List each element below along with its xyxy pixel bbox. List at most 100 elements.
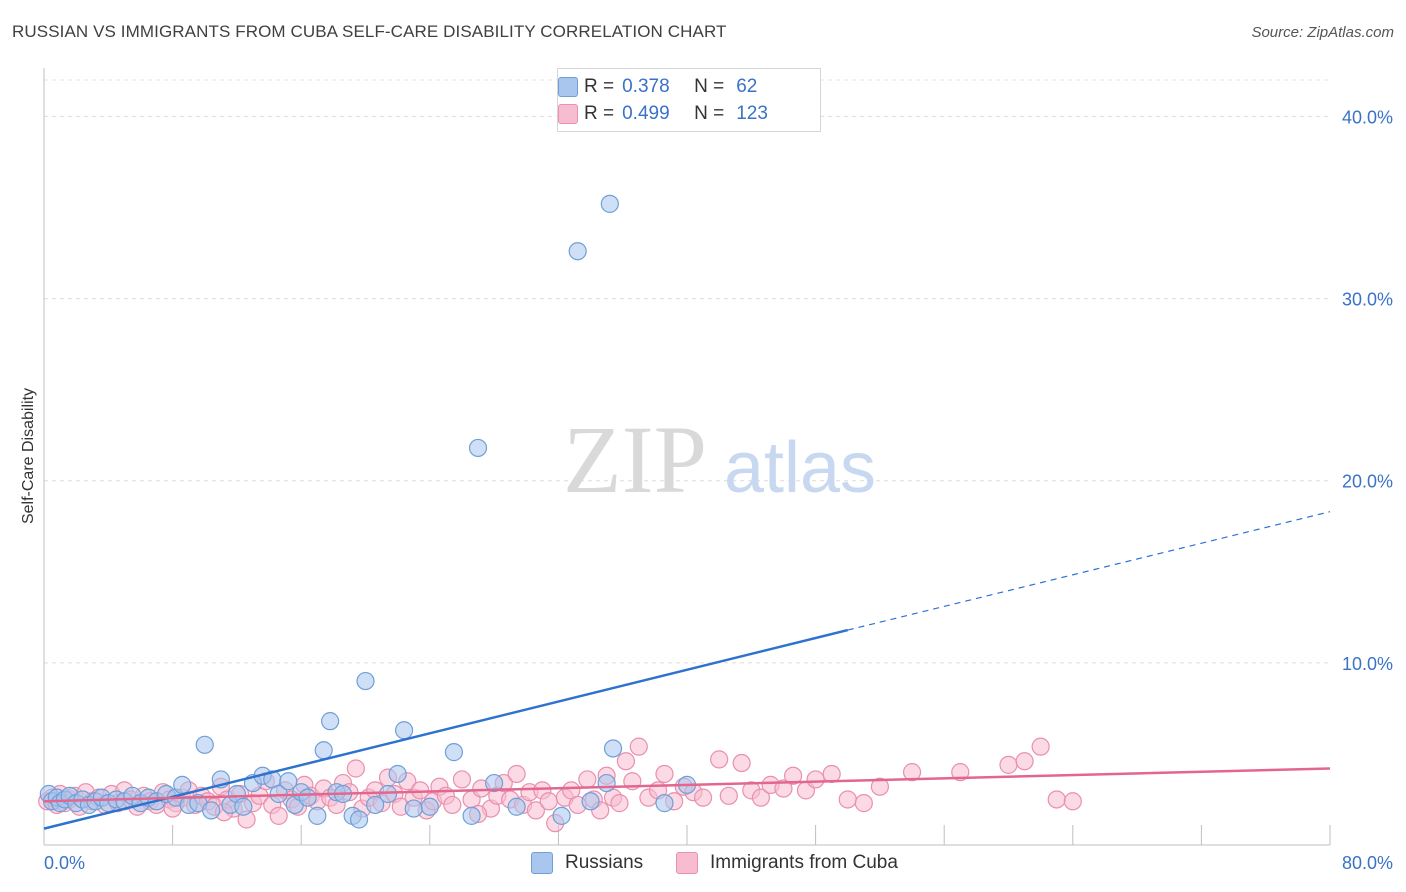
x-tick-label: 80.0% xyxy=(1342,853,1393,873)
n-label: N = xyxy=(694,76,725,97)
data-point xyxy=(173,775,192,794)
data-point xyxy=(902,763,922,782)
data-point xyxy=(806,770,825,789)
data-point xyxy=(443,795,462,815)
y-tick-label: 40.0% xyxy=(1342,107,1393,127)
data-point xyxy=(693,788,713,807)
r-value: 0.499 xyxy=(622,103,670,124)
data-point xyxy=(444,743,464,762)
data-point xyxy=(485,773,504,793)
legend-item-russians[interactable]: Russians xyxy=(531,852,643,874)
legend-row-russians: R = 0.378 N = 62 xyxy=(558,75,758,99)
russians-legend-swatch xyxy=(531,852,553,874)
data-point xyxy=(870,777,890,796)
legend-row-cuba: R = 0.499 N = 123 xyxy=(558,102,768,126)
data-point xyxy=(774,779,793,798)
data-point xyxy=(1015,752,1034,771)
russians-trend-extension xyxy=(847,511,1331,631)
data-point xyxy=(507,764,526,784)
axes xyxy=(43,68,1331,846)
data-point xyxy=(321,712,340,731)
data-point xyxy=(568,242,587,261)
data-point xyxy=(751,788,771,807)
y-tick-label: 30.0% xyxy=(1342,290,1393,310)
russians-swatch xyxy=(558,77,578,97)
data-point xyxy=(539,792,558,811)
r-label: R = xyxy=(584,103,615,124)
y-tick-label: 20.0% xyxy=(1342,472,1393,492)
data-point xyxy=(356,671,375,691)
data-point xyxy=(951,763,970,782)
watermark-zip: ZIP xyxy=(563,406,707,513)
trend-lines xyxy=(43,511,1331,830)
legend-item-cuba[interactable]: Immigrants from Cuba xyxy=(676,852,898,874)
r-label: R = xyxy=(584,76,615,97)
data-point xyxy=(552,806,571,825)
data-point xyxy=(783,766,803,785)
data-point xyxy=(269,806,288,825)
data-point xyxy=(999,755,1018,774)
n-value: 62 xyxy=(736,76,758,97)
cuba-legend-swatch xyxy=(676,852,698,874)
data-point xyxy=(420,797,439,816)
data-point xyxy=(854,794,873,813)
watermark: ZIP atlas xyxy=(563,406,876,513)
data-point xyxy=(1031,737,1050,756)
data-point xyxy=(349,810,369,829)
data-point xyxy=(629,737,648,756)
gridlines xyxy=(44,79,1330,664)
tick-labels: 10.0% 20.0% 30.0% 40.0% 0.0% 80.0% xyxy=(44,107,1393,873)
data-point xyxy=(404,799,423,818)
n-value: 123 xyxy=(736,103,768,124)
data-point xyxy=(394,721,414,740)
y-tick-label: 10.0% xyxy=(1342,654,1393,674)
data-point xyxy=(378,784,398,804)
chart-title: RUSSIAN VS IMMIGRANTS FROM CUBA SELF-CAR… xyxy=(12,22,727,41)
data-point xyxy=(298,788,317,807)
data-point xyxy=(610,794,629,813)
russians-points xyxy=(39,194,697,829)
series-legend: Russians Immigrants from Cuba xyxy=(0,852,1406,878)
data-point xyxy=(366,795,385,815)
data-point xyxy=(452,770,472,789)
data-point xyxy=(655,764,674,784)
data-point xyxy=(1063,792,1082,811)
watermark-atlas: atlas xyxy=(724,428,876,508)
stats-legend: R = 0.378 N = 62 R = 0.499 N = 123 xyxy=(557,68,821,132)
data-point xyxy=(462,806,481,825)
data-point xyxy=(526,801,545,820)
n-label: N = xyxy=(694,103,725,124)
data-point xyxy=(1047,790,1066,809)
r-value: 0.378 xyxy=(622,76,670,97)
data-point xyxy=(655,794,674,813)
cuba-trend-line xyxy=(43,767,1331,803)
data-point xyxy=(822,764,841,784)
data-point xyxy=(388,764,407,784)
data-point xyxy=(838,790,857,809)
russians-legend-label: Russians xyxy=(565,852,644,873)
data-point xyxy=(507,797,526,816)
cuba-legend-label: Immigrants from Cuba xyxy=(710,852,898,873)
source-label: Source: ZipAtlas.com xyxy=(1251,24,1394,41)
data-point xyxy=(308,806,327,825)
data-point xyxy=(710,750,729,769)
data-point xyxy=(732,753,751,773)
x-tick-label: 0.0% xyxy=(44,853,85,873)
data-point xyxy=(578,770,597,789)
data-point xyxy=(346,759,365,778)
data-point xyxy=(616,752,636,771)
data-point xyxy=(600,194,619,213)
data-point xyxy=(581,792,600,811)
data-point xyxy=(719,786,738,805)
russians-trend-line xyxy=(43,628,849,830)
data-point xyxy=(234,797,253,816)
data-point xyxy=(202,801,221,820)
data-point xyxy=(279,772,298,791)
data-point xyxy=(603,739,623,758)
cuba-swatch xyxy=(558,104,578,124)
data-point xyxy=(597,773,616,793)
data-point xyxy=(195,735,214,754)
data-point xyxy=(314,741,333,760)
data-point xyxy=(468,438,488,458)
